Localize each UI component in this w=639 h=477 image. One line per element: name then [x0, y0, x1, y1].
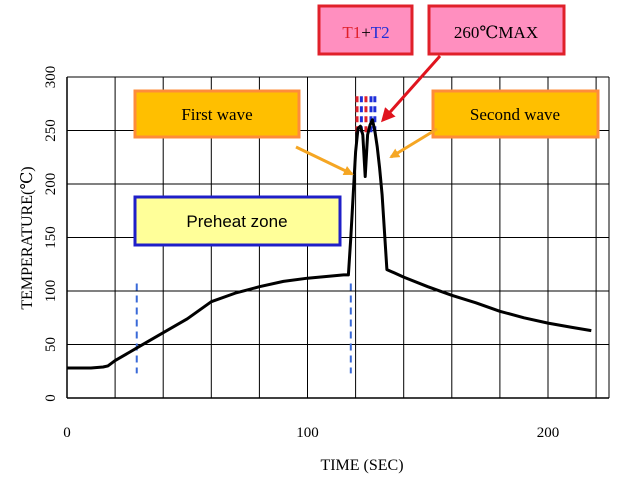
x-tick-labels: 0 100 200 [63, 425, 559, 441]
max-temp-arrow [381, 55, 442, 123]
y-tick-label: 250 [43, 119, 59, 142]
y-tick-label: 50 [43, 337, 59, 352]
first-wave-label: First wave [181, 105, 252, 124]
y-tick-labels: 0 50 100 150 200 250 300 [43, 66, 59, 402]
y-tick-label: 0 [43, 394, 59, 402]
preheat-zone-box-bg [133, 195, 342, 247]
series [67, 118, 592, 370]
y-tick-label: 200 [43, 173, 59, 196]
second-wave-box: Second wave [431, 89, 600, 139]
x-axis-title: TIME (SEC) [320, 457, 403, 474]
first-wave-box-bg [133, 89, 301, 139]
t2-label: T2 [371, 23, 390, 42]
temperature-profile-line [67, 118, 592, 370]
first-wave-box: First wave [133, 89, 301, 139]
preheat-zone-label: Preheat zone [186, 212, 287, 231]
y-tick-label: 300 [43, 66, 59, 89]
t1-label: T1 [342, 23, 361, 42]
x-tick-label: 0 [63, 425, 71, 441]
max-temp-box-bg [427, 4, 566, 56]
second-wave-label: Second wave [470, 105, 560, 124]
first-wave-arrow [295, 145, 354, 176]
t1-t2-box-bg [317, 4, 414, 56]
plus-label: + [361, 23, 371, 42]
axes [66, 77, 610, 399]
t1-t2-box: T1+T2 [317, 4, 414, 56]
x-tick-label: 200 [537, 425, 560, 441]
x-tick-label: 100 [296, 425, 319, 441]
second-wave-box-bg [431, 89, 600, 139]
max-temp-box: 260℃MAX [427, 4, 566, 56]
y-axis-title: TEMPERATURE(℃) [19, 166, 36, 309]
t1-t2-label: T1+T2 [342, 23, 389, 42]
y-tick-label: 100 [43, 280, 59, 303]
preheat-zone-box: Preheat zone [133, 195, 342, 247]
y-tick-label: 150 [43, 226, 59, 249]
second-wave-arrow [389, 127, 438, 159]
max-temp-label: 260℃MAX [454, 23, 538, 42]
